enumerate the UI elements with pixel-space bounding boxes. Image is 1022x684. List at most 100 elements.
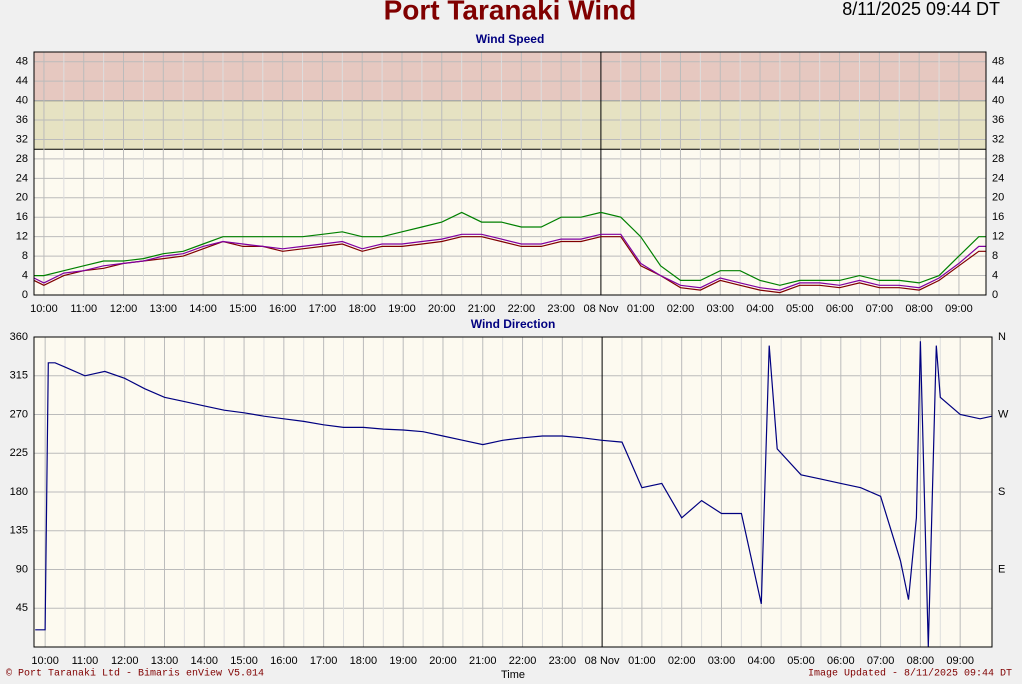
plot-frame: [33, 51, 987, 296]
y-tick-label-right: 28: [992, 153, 1004, 165]
x-tick-label: 23:00: [549, 655, 577, 667]
y-tick-label-right: 36: [992, 114, 1004, 126]
y-tick-label: 90: [16, 563, 28, 575]
y-tick-label: 360: [10, 331, 28, 343]
series-line: [35, 341, 993, 648]
x-tick-label: 10:00: [30, 303, 58, 315]
y-tick-label: 180: [10, 486, 28, 498]
y-tick-label: 225: [10, 447, 28, 459]
y-tick-label: 48: [16, 56, 28, 68]
x-tick-label: 15:00: [230, 655, 258, 667]
x-tick-label: 03:00: [708, 655, 736, 667]
plot-frame: [33, 336, 993, 648]
x-tick-label: 21:00: [468, 303, 496, 315]
series-line: [34, 211, 986, 286]
y-tick-label-right: 16: [992, 211, 1004, 223]
y-tick-label: 20: [16, 192, 28, 204]
x-tick-label: 01:00: [627, 303, 655, 315]
x-tick-label: 17:00: [309, 303, 337, 315]
x-tick-label: 18:00: [348, 303, 376, 315]
y-tick-label-right: 32: [992, 133, 1004, 145]
y-tick-label: 28: [16, 153, 28, 165]
x-tick-label: 11:00: [70, 303, 97, 315]
x-tick-label: 14:00: [189, 303, 217, 315]
series-line: [33, 233, 986, 291]
x-axis-label: Time: [501, 669, 525, 681]
y-tick-label-right: 44: [992, 75, 1004, 87]
x-tick-label: 06:00: [826, 303, 854, 315]
x-tick-label: 17:00: [310, 655, 338, 667]
y-tick-label: 8: [22, 250, 28, 262]
x-tick-label: 08 Nov: [583, 303, 618, 315]
y2-tick-label: E: [998, 563, 1005, 575]
timestamp: 8/11/2025 09:44 DT: [842, 0, 1000, 19]
y2-tick-label: N: [998, 331, 1006, 343]
x-tick-label: 16:00: [269, 303, 297, 315]
x-tick-label: 09:00: [946, 655, 974, 667]
y-tick-label-right: 20: [992, 192, 1004, 204]
x-tick-label: 08:00: [907, 655, 935, 667]
y-tick-label-right: 8: [992, 250, 998, 262]
y-tick-label-right: 40: [992, 95, 1004, 107]
x-tick-label: 06:00: [827, 655, 855, 667]
x-tick-label: 05:00: [786, 303, 814, 315]
y-tick-label: 40: [16, 95, 28, 107]
x-tick-label: 08 Nov: [585, 655, 620, 667]
y-tick-label-right: 12: [992, 231, 1004, 243]
x-tick-label: 23:00: [547, 303, 575, 315]
band: [34, 52, 986, 101]
x-tick-label: 22:00: [509, 655, 537, 667]
y2-tick-label: S: [998, 486, 1005, 498]
x-tick-label: 01:00: [628, 655, 656, 667]
page-title: Port Taranaki Wind: [384, 0, 637, 25]
x-tick-label: 14:00: [191, 655, 219, 667]
x-tick-label: 02:00: [667, 303, 695, 315]
footer-left: © Port Taranaki Ltd - Bimaris enView V5.…: [6, 668, 264, 680]
x-tick-label: 13:00: [150, 303, 178, 315]
x-tick-label: 08:00: [905, 303, 933, 315]
x-tick-label: 07:00: [866, 303, 894, 315]
x-tick-label: 04:00: [746, 303, 774, 315]
x-tick-label: 19:00: [389, 655, 417, 667]
y-tick-label: 24: [16, 172, 28, 184]
x-tick-label: 05:00: [787, 655, 815, 667]
y-tick-label: 135: [10, 525, 28, 537]
y-tick-label: 16: [16, 211, 28, 223]
panel-title: Wind Speed: [476, 32, 545, 46]
x-tick-label: 03:00: [706, 303, 734, 315]
panel-title: Wind Direction: [471, 317, 556, 331]
y-tick-label: 44: [16, 75, 28, 87]
x-tick-label: 10:00: [31, 655, 59, 667]
x-tick-label: 12:00: [110, 303, 138, 315]
x-tick-label: 11:00: [72, 655, 99, 667]
y-tick-label-right: 24: [992, 172, 1004, 184]
x-tick-label: 07:00: [867, 655, 895, 667]
x-tick-label: 16:00: [270, 655, 298, 667]
x-tick-label: 15:00: [229, 303, 257, 315]
band: [34, 100, 986, 150]
x-tick-label: 20:00: [429, 655, 457, 667]
y-tick-label-right: 0: [992, 289, 998, 301]
x-tick-label: 22:00: [508, 303, 536, 315]
y-tick-label: 32: [16, 133, 28, 145]
y-tick-label: 45: [16, 602, 28, 614]
x-tick-label: 09:00: [945, 303, 973, 315]
x-tick-label: 20:00: [428, 303, 456, 315]
x-tick-label: 13:00: [151, 655, 179, 667]
x-tick-label: 12:00: [111, 655, 139, 667]
y-tick-label: 0: [22, 289, 28, 301]
y-tick-label: 4: [22, 269, 28, 281]
x-tick-label: 04:00: [747, 655, 775, 667]
y-tick-label-right: 4: [992, 269, 998, 281]
y-tick-label: 315: [10, 370, 28, 382]
footer-right: Image Updated - 8/11/2025 09:44 DT: [808, 668, 1012, 680]
x-tick-label: 21:00: [469, 655, 497, 667]
y-tick-label-right: 48: [992, 56, 1004, 68]
y-tick-label: 36: [16, 114, 28, 126]
x-tick-label: 02:00: [668, 655, 696, 667]
y-tick-label: 270: [10, 408, 28, 420]
x-tick-label: 18:00: [350, 655, 378, 667]
y2-tick-label: W: [998, 408, 1009, 420]
y-tick-label: 12: [16, 231, 28, 243]
